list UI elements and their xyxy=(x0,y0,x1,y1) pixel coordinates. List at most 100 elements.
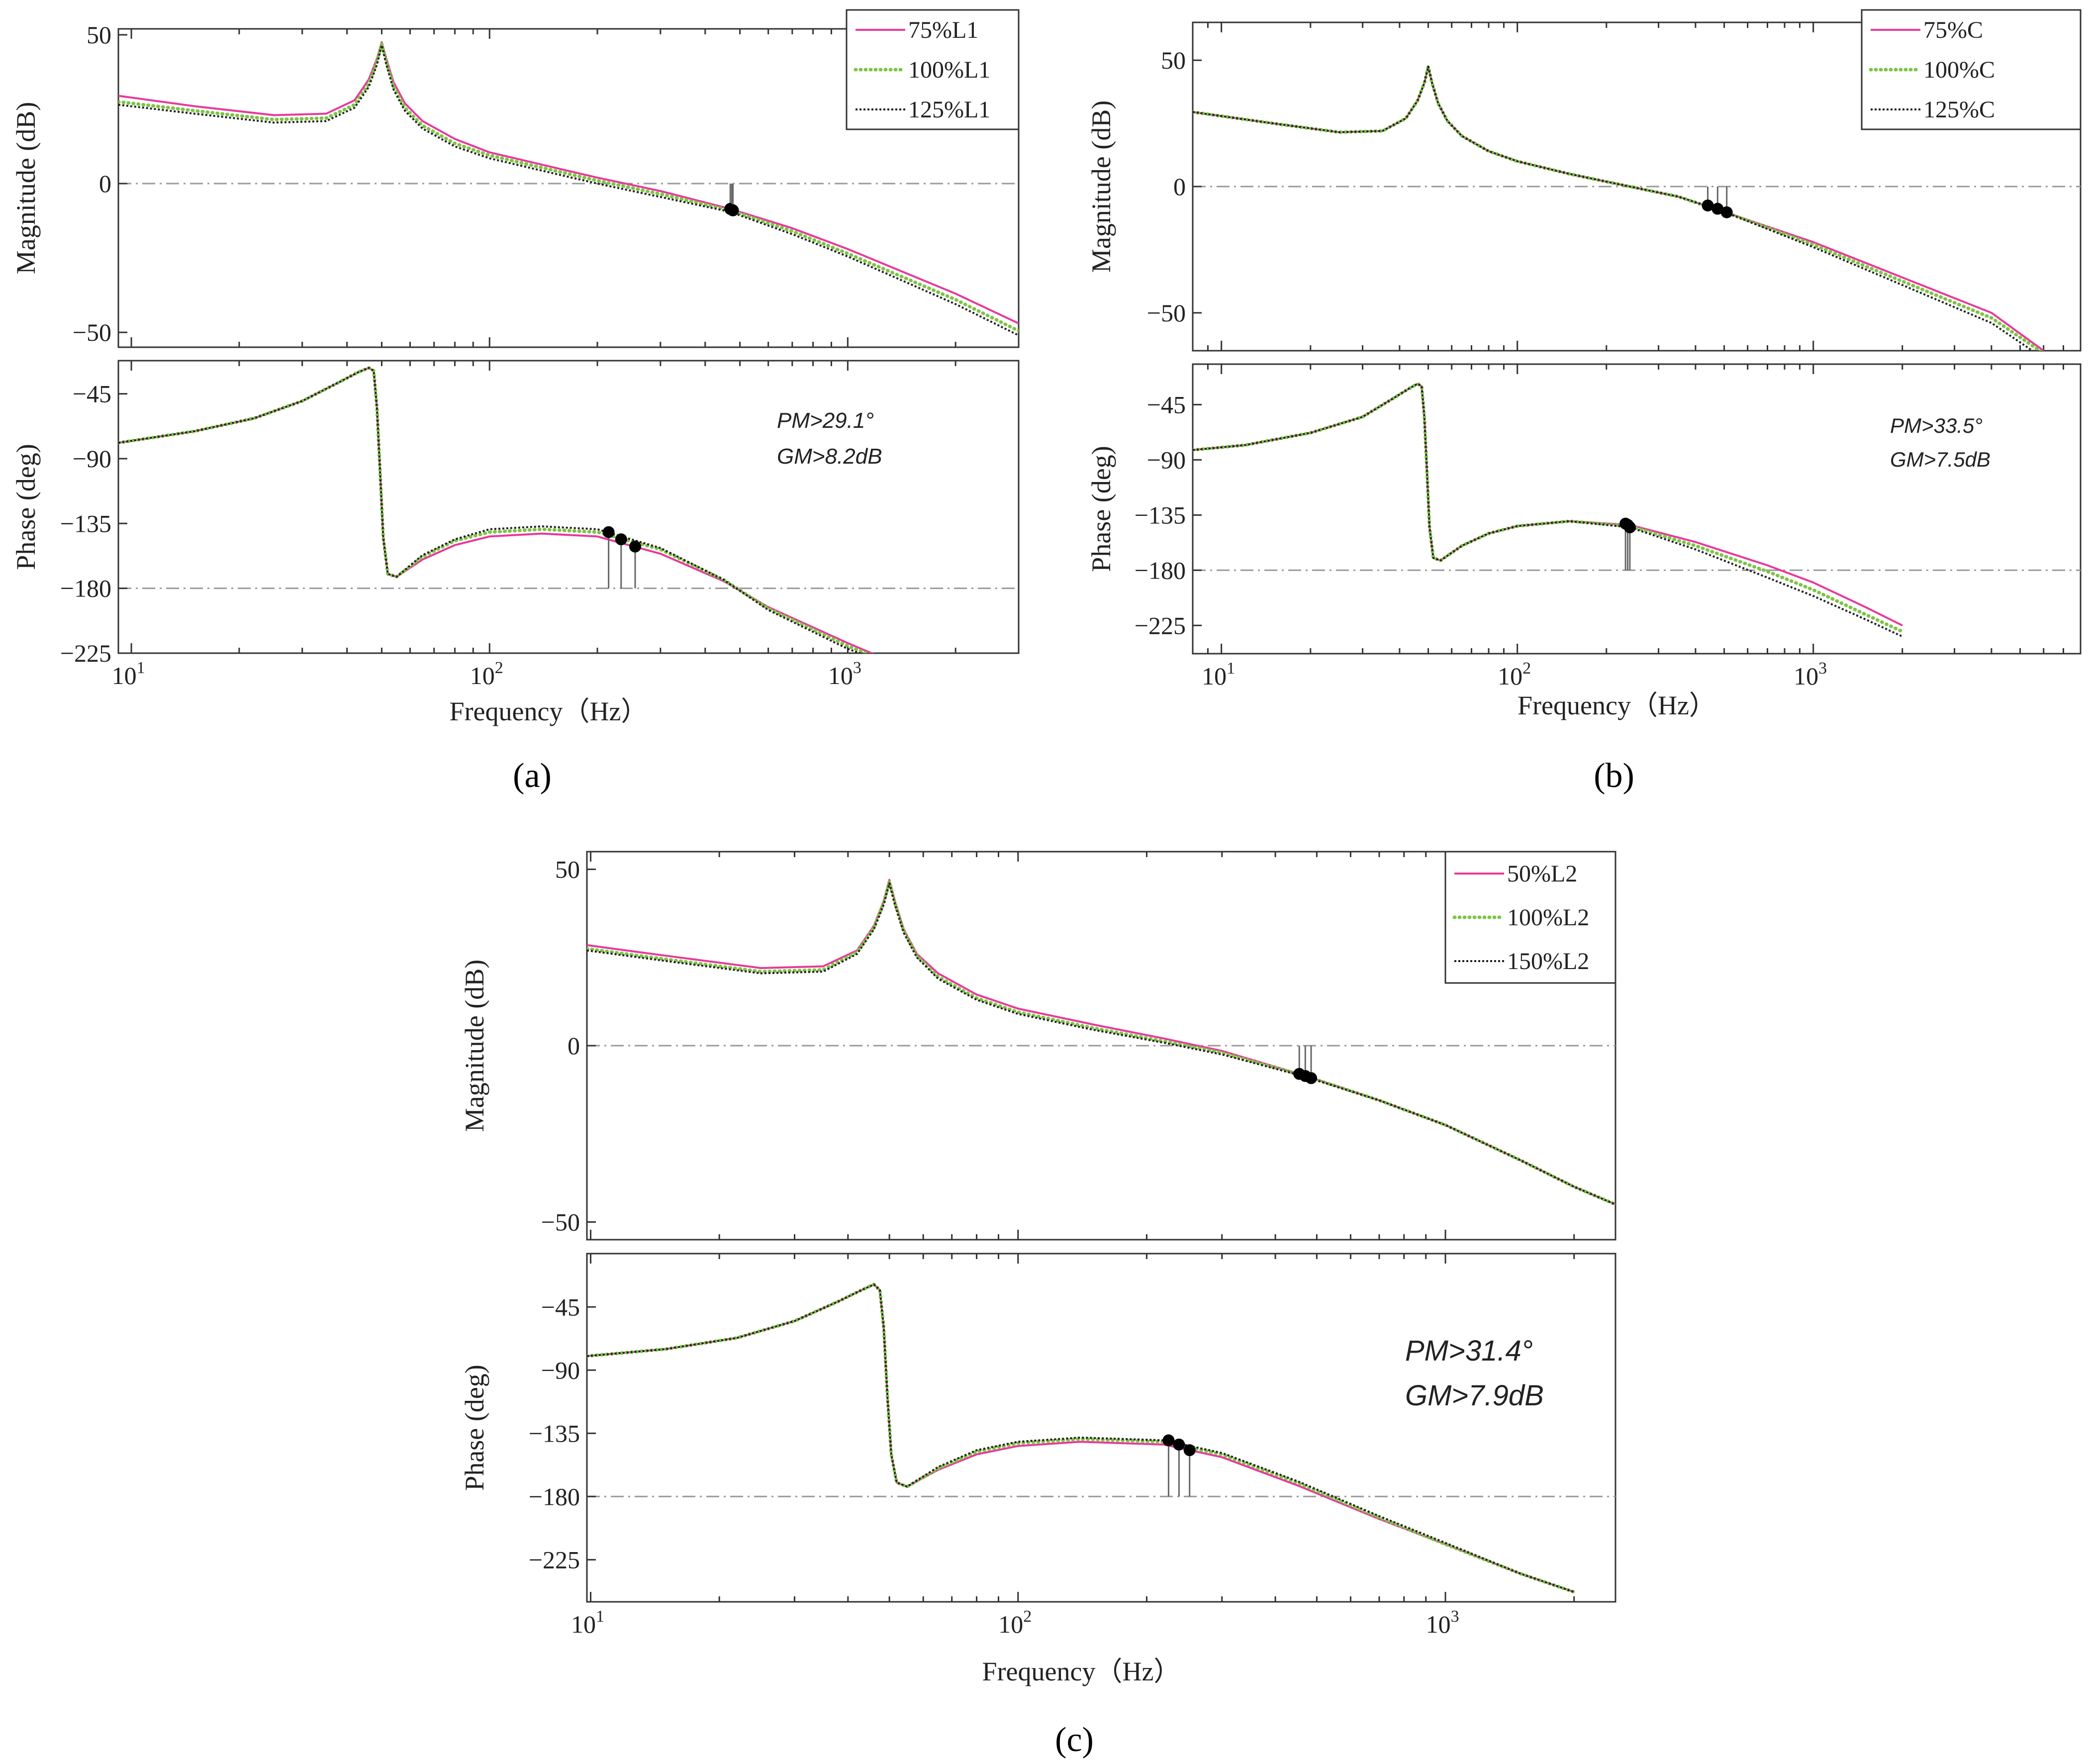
y-tick-label: 0 xyxy=(1173,173,1186,200)
y-tick-label: −225 xyxy=(60,639,111,667)
x-tick-exponent: 2 xyxy=(1522,659,1531,678)
y-tick-label: −45 xyxy=(541,1293,580,1321)
legend: 75%C 100%C 125%C xyxy=(1861,9,2082,130)
phase-panel-b: −45 −90 −135 −180 −225 Phase (deg) xyxy=(1086,363,2082,655)
y-tick-label: 0 xyxy=(99,170,111,197)
y-tick-label: −90 xyxy=(1147,446,1186,474)
x-tick-exponent: 1 xyxy=(596,1607,604,1626)
x-tick-base: 10 xyxy=(470,662,495,689)
x-tick-exponent: 3 xyxy=(1451,1607,1459,1626)
margin-annotation: GM>8.2dB xyxy=(777,444,882,469)
x-tick-exponent: 1 xyxy=(1227,659,1235,678)
y-tick-label: −45 xyxy=(1147,391,1186,418)
x-axis-label: Frequency（Hz） xyxy=(450,696,648,726)
magnitude-panel-b: 50 0 −50 Magnitude (dB) xyxy=(1086,21,2082,352)
y-tick-label: 50 xyxy=(1161,46,1186,74)
legend-label: 125%L1 xyxy=(908,97,990,123)
x-tick-label: 103 xyxy=(1426,1607,1459,1638)
y-tick-label: −180 xyxy=(60,575,111,602)
phase-series-100%C xyxy=(1193,382,1904,634)
legend-label: 100%C xyxy=(1923,57,1995,83)
y-tick-label: −50 xyxy=(73,318,111,346)
y-tick-label: −135 xyxy=(60,509,111,537)
magnitude-series-125%C xyxy=(1193,65,2034,351)
x-tick-base: 10 xyxy=(1202,662,1227,690)
phase-series-100%L2 xyxy=(587,1282,1576,1594)
margin-marker xyxy=(629,540,642,553)
chart-c: 50 0 −50 Magnitude (dB) −45 −90 −135 −180 −225 Ph… xyxy=(460,851,1616,1759)
magnitude-series-150%L2 xyxy=(587,882,1615,1205)
margin-marker xyxy=(727,204,739,216)
margin-marker xyxy=(1702,199,1714,212)
phase-frame xyxy=(586,1253,1616,1603)
y-tick-label: −90 xyxy=(73,445,111,473)
y-tick-label: −135 xyxy=(529,1419,580,1447)
x-tick-base: 10 xyxy=(1794,662,1818,690)
x-tick-exponent: 3 xyxy=(1818,659,1827,678)
x-tick-base: 10 xyxy=(571,1610,596,1638)
phase-frame xyxy=(1192,363,2082,655)
x-tick-label: 102 xyxy=(998,1607,1032,1638)
phase-panel-a: −45 −90 −135 −180 −225 Phase (deg) xyxy=(11,360,1020,667)
margin-marker xyxy=(1173,1438,1185,1451)
magnitude-series-100%L1 xyxy=(118,42,1019,333)
x-tick-exponent: 2 xyxy=(1023,1607,1032,1626)
margin-marker xyxy=(1183,1444,1196,1457)
legend: 50%L2 100%L2 150%L2 xyxy=(1444,851,1616,984)
margin-annotation: PM>33.5° xyxy=(1890,414,1983,437)
margin-marker xyxy=(602,526,615,538)
x-tick-label: 101 xyxy=(571,1607,604,1638)
y-tick-label: −50 xyxy=(541,1208,580,1236)
x-tick-exponent: 2 xyxy=(495,659,503,677)
margin-marker xyxy=(1711,202,1724,215)
legend-label: 150%L2 xyxy=(1507,948,1589,975)
y-tick-label: 50 xyxy=(87,21,111,49)
legend-label: 50%L2 xyxy=(1507,861,1577,887)
magnitude-series-100%L2 xyxy=(587,880,1615,1206)
legend-label: 100%L2 xyxy=(1507,904,1589,931)
y-tick-label: −90 xyxy=(541,1356,580,1384)
y-axis-label: Magnitude (dB) xyxy=(11,102,41,274)
y-tick-label: −180 xyxy=(1135,556,1186,584)
phase-series-50%L2 xyxy=(587,1283,1575,1593)
y-axis-label: Phase (deg) xyxy=(460,1365,489,1490)
x-tick-exponent: 1 xyxy=(137,659,145,677)
margin-marker xyxy=(615,533,627,546)
y-tick-label: −50 xyxy=(1147,299,1186,327)
x-tick-label: 103 xyxy=(828,659,861,689)
y-tick-label: −135 xyxy=(1135,501,1186,529)
margin-annotation: GM>7.9dB xyxy=(1405,1379,1544,1412)
x-tick-base: 10 xyxy=(998,1610,1023,1638)
margin-marker xyxy=(1720,206,1733,218)
x-tick-label: 101 xyxy=(1202,659,1235,690)
x-tick-base: 10 xyxy=(1498,662,1522,690)
magnitude-panel-a: 50 0 −50 Magnitude (dB) xyxy=(11,21,1020,348)
x-tick-label: 102 xyxy=(1498,659,1531,690)
x-tick-base: 10 xyxy=(828,662,853,689)
y-tick-label: −225 xyxy=(1135,611,1186,639)
y-tick-label: −180 xyxy=(529,1482,580,1510)
phase-series-150%L2 xyxy=(587,1283,1575,1593)
magnitude-series-75%L1 xyxy=(118,41,1019,324)
x-tick-label: 101 xyxy=(112,659,145,689)
y-axis-label: Magnitude (dB) xyxy=(1086,100,1116,273)
phase-frame xyxy=(117,360,1020,654)
legend-label: 75%L1 xyxy=(908,17,978,43)
legend-label: 125%C xyxy=(1923,97,1995,123)
margin-marker xyxy=(1162,1434,1175,1447)
margin-annotation: GM>7.5dB xyxy=(1890,448,1991,471)
x-axis-label: Frequency（Hz） xyxy=(982,1657,1181,1686)
magnitude-series-125%L1 xyxy=(118,44,1019,336)
margin-marker xyxy=(1623,521,1636,533)
phase-panel-c: −45 −90 −135 −180 −225 Phase (deg) xyxy=(460,1253,1616,1603)
phase-series-125%C xyxy=(1193,383,1903,638)
chart-a: 50 0 −50 Magnitude (dB) −45 −90 −135 −180 −225 Ph… xyxy=(11,9,1020,795)
x-tick-base: 10 xyxy=(112,662,137,689)
y-axis-label: Phase (deg) xyxy=(11,444,41,570)
y-axis-label: Phase (deg) xyxy=(1086,446,1116,572)
chart-b: 50 0 −50 Magnitude (dB) −45 −90 −135 −180 −225 Ph… xyxy=(1086,9,2082,795)
y-tick-label: 50 xyxy=(555,855,580,883)
margin-annotation: PM>29.1° xyxy=(777,408,874,433)
y-axis-label: Magnitude (dB) xyxy=(460,960,489,1132)
